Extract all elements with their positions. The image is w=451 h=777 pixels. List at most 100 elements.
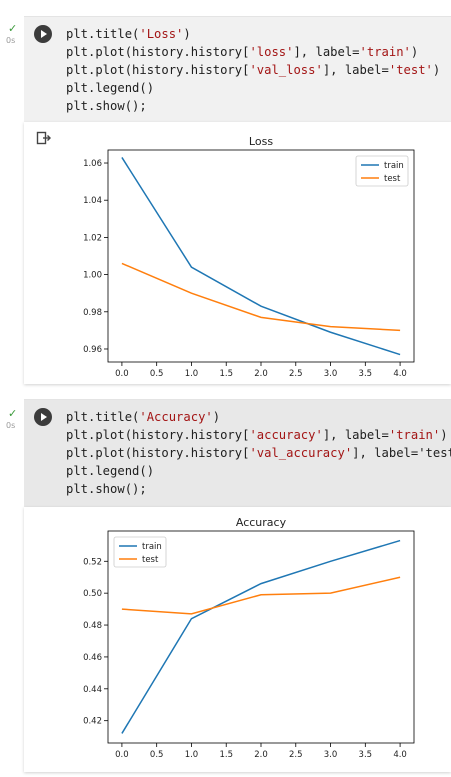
y-tick-label: 0.44 (83, 685, 102, 695)
code-line: plt.plot(history.history['accuracy'], la… (66, 426, 451, 444)
series-line-test (121, 262, 401, 332)
chart-title: Loss (249, 135, 273, 148)
code-string: 'Loss' (139, 27, 184, 41)
code-line: plt.legend() (66, 462, 451, 480)
loss-chart-svg: Loss 0.0 0.5 1.0 1.5 2.0 2.5 3.0 3.5 4.0 0.96 0.98 1… (83, 135, 415, 379)
accuracy-chart: Accuracy 0.0 0.5 1.0 1.5 2.0 2.5 3.0 3.5 4.0 0.42 0… (66, 513, 426, 769)
code-line: plt.show(); (66, 97, 440, 115)
run-cell-button[interactable] (34, 408, 52, 426)
x-tick-label: 2.5 (289, 369, 303, 379)
code-cell-2: ✓ 0s plt.title('Accuracy') plt.plot(histo… (0, 395, 451, 777)
y-tick-label: 0.52 (83, 557, 102, 567)
code-line: plt.show(); (66, 480, 451, 498)
code-token: ) (440, 428, 448, 442)
x-tick-label: 1.0 (185, 750, 199, 760)
x-tick-label: 0.5 (150, 750, 164, 760)
code-token: plt.plot(history.history[ (66, 63, 250, 77)
code-string: 'accuracy' (249, 428, 323, 442)
code-token: plt.title( (66, 410, 140, 424)
code-token: 'test (418, 446, 451, 460)
code-string: 'loss' (249, 45, 294, 59)
code-string: 'val_accuracy' (249, 446, 353, 460)
x-tick-label: 0.0 (115, 750, 129, 760)
x-tick-label: 2.0 (254, 750, 268, 760)
code-token: ) (212, 410, 221, 424)
code-line: plt.title('Accuracy') (66, 408, 451, 426)
series-line-train (121, 539, 401, 734)
chart-title: Accuracy (236, 516, 287, 529)
y-tick-label: 0.98 (83, 308, 102, 318)
code-token: plt.title( (66, 27, 140, 41)
y-tick-label: 0.96 (83, 345, 102, 355)
y-tick-label: 0.42 (83, 717, 102, 727)
series-line-train (121, 157, 401, 356)
loss-chart: Loss 0.0 0.5 1.0 1.5 2.0 2.5 3.0 3.5 4.0 0.96 0.98 1… (66, 130, 426, 382)
y-tick-label: 0.50 (83, 589, 102, 599)
code-token: ], label= (293, 45, 360, 59)
code-line: plt.plot(history.history['loss'], label=… (66, 43, 440, 61)
code-string: 'Accuracy' (139, 410, 213, 424)
series-line-test (121, 576, 401, 615)
legend-label: train (384, 161, 404, 171)
x-tick-label: 3.5 (359, 750, 373, 760)
y-tick-label: 0.46 (83, 653, 102, 663)
code-cell-1: ✓ 0s plt.title('Loss') plt.plot(history.h… (0, 0, 451, 385)
code-line: plt.plot(history.history['val_accuracy']… (66, 444, 451, 462)
x-tick-label: 1.0 (185, 369, 199, 379)
y-tick-label: 1.04 (83, 196, 102, 206)
code-token: plt.plot(history.history[ (66, 45, 250, 59)
x-tick-label: 3.0 (324, 369, 338, 379)
legend-label: test (384, 174, 401, 184)
code-token: plt.legend() (66, 464, 155, 478)
code-text[interactable]: plt.title('Loss') plt.plot(history.histor… (66, 25, 440, 115)
code-token: plt.plot(history.history[ (66, 428, 250, 442)
code-string: 'train' (359, 45, 411, 59)
x-tick-label: 2.0 (254, 369, 268, 379)
accuracy-chart-svg: Accuracy 0.0 0.5 1.0 1.5 2.0 2.5 3.0 3.5 4.0 0.42 0… (83, 516, 415, 760)
x-tick-label: 1.5 (219, 369, 233, 379)
code-token: ], label= (322, 428, 389, 442)
y-tick-label: 1.00 (83, 271, 102, 281)
code-editor[interactable]: plt.title('Accuracy') plt.plot(history.hi… (24, 399, 451, 508)
code-token: ], label= (322, 63, 389, 77)
code-token: ) (432, 63, 441, 77)
code-text[interactable]: plt.title('Accuracy') plt.plot(history.hi… (66, 408, 451, 498)
code-string: 'train' (388, 428, 441, 442)
y-tick-label: 1.02 (83, 233, 102, 243)
execution-time: 0s (6, 421, 16, 430)
code-editor[interactable]: plt.title('Loss') plt.plot(history.histor… (24, 16, 451, 123)
execution-time: 0s (6, 36, 16, 45)
x-tick-label: 4.0 (393, 369, 407, 379)
output-menu-icon[interactable] (36, 130, 52, 146)
code-string: 'test' (388, 63, 433, 77)
x-tick-label: 0.5 (150, 369, 164, 379)
code-token: plt.plot(history.history[ (66, 446, 250, 460)
y-tick-label: 0.48 (83, 621, 102, 631)
run-cell-button[interactable] (34, 25, 52, 43)
code-token: ) (410, 45, 419, 59)
code-string: 'val_loss' (249, 63, 323, 77)
execution-status-icon: ✓ (8, 22, 18, 35)
x-tick-label: 0.0 (115, 369, 129, 379)
x-tick-label: 4.0 (393, 750, 407, 760)
x-tick-label: 3.0 (324, 750, 338, 760)
cell-output: Loss 0.0 0.5 1.0 1.5 2.0 2.5 3.0 3.5 4.0 0.96 0.98 1… (24, 122, 451, 384)
code-line: plt.plot(history.history['val_loss'], la… (66, 61, 440, 79)
execution-status-icon: ✓ (8, 407, 18, 420)
code-token: ], label= (352, 446, 419, 460)
code-token: plt.legend() (66, 81, 155, 95)
legend-label: train (142, 542, 162, 552)
legend-label: test (142, 555, 159, 565)
chart-legend: train test (355, 155, 409, 187)
chart-legend: train test (113, 536, 167, 568)
code-line: plt.title('Loss') (66, 25, 440, 43)
x-tick-label: 2.5 (289, 750, 303, 760)
code-token: plt.show(); (66, 482, 147, 496)
x-tick-label: 3.5 (359, 369, 373, 379)
code-token: ) (183, 27, 191, 41)
code-token: plt.show(); (66, 99, 147, 113)
y-tick-label: 1.06 (83, 159, 102, 169)
x-tick-label: 1.5 (219, 750, 233, 760)
code-line: plt.legend() (66, 79, 440, 97)
cell-output: Accuracy 0.0 0.5 1.0 1.5 2.0 2.5 3.0 3.5 4.0 0.42 0… (24, 507, 451, 772)
